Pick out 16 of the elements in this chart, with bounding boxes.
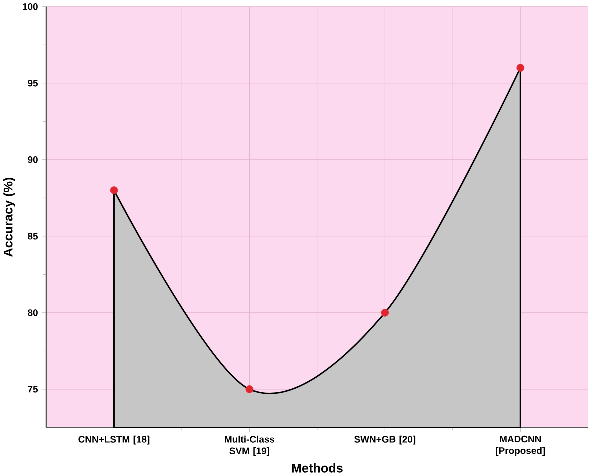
y-tick-label: 95 — [28, 80, 38, 87]
x-tick-label: Multi-Class SVM [19] — [225, 436, 275, 456]
x-axis-title: Methods — [292, 463, 343, 473]
x-tick-label: MADCNN [Proposed] — [496, 436, 546, 456]
point — [246, 385, 254, 394]
point — [381, 308, 390, 317]
x-tick-label: CNN+LSTM [18] — [78, 436, 150, 445]
y-tick-label: 100 — [23, 3, 38, 10]
point — [516, 64, 525, 72]
point — [110, 186, 118, 194]
y-tick-label: 85 — [28, 232, 38, 240]
y-tick-label: 90 — [28, 156, 38, 164]
x-tick-label: SWN+GB [20] — [354, 436, 416, 445]
y-tick-label: 75 — [28, 386, 38, 393]
y-axis-title: Accuracy (%) — [4, 178, 16, 257]
y-tick-label: 80 — [28, 309, 38, 316]
